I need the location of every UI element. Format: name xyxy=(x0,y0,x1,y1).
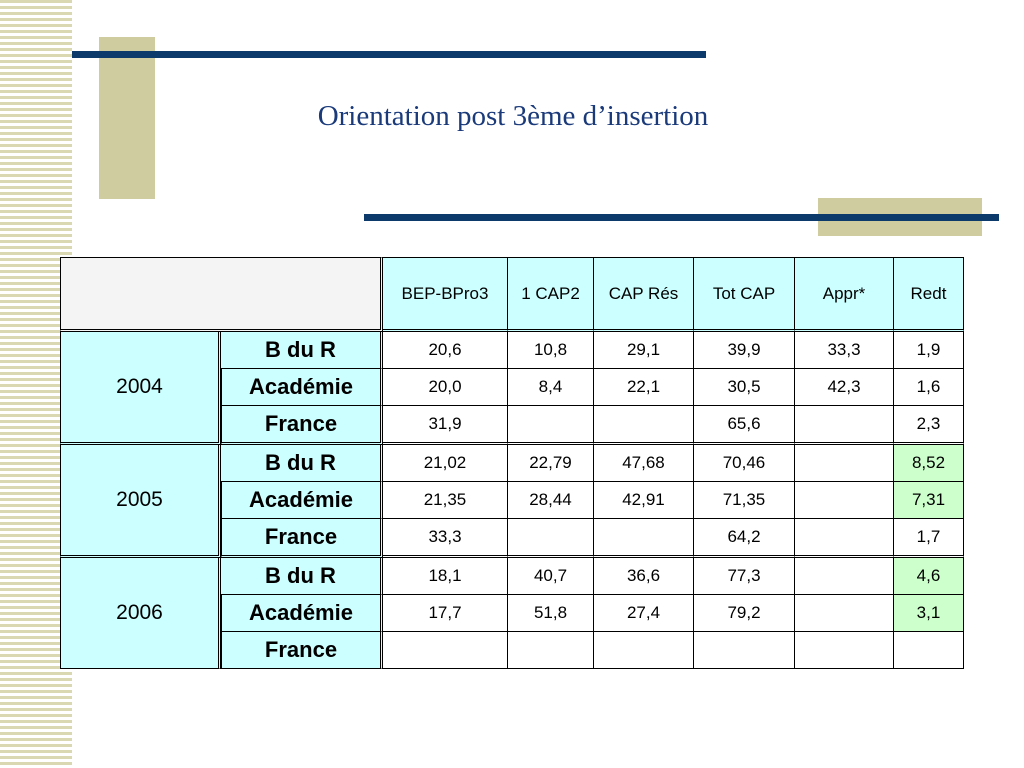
table-cell: 42,91 xyxy=(594,482,694,519)
table-row: 2006 B du R 18,1 40,7 36,6 77,3 4,6 xyxy=(60,558,964,669)
table-cell: 31,9 xyxy=(383,406,508,445)
table-cell: 22,79 xyxy=(508,445,594,482)
table-row: 2005 B du R 21,02 22,79 47,68 70,46 8,52 xyxy=(60,445,964,558)
table-row: 2004 B du R 20,6 10,8 29,1 39,9 33,3 1,9 xyxy=(60,332,964,445)
table-cell xyxy=(594,632,694,669)
table-row: Académie 20,0 8,4 22,1 30,5 42,3 1,6 xyxy=(60,369,964,406)
decorative-block-top xyxy=(99,37,155,199)
table-cell: 33,3 xyxy=(383,519,508,558)
year-cell: 2005 xyxy=(60,445,221,558)
table-cell: 1,9 xyxy=(894,332,964,369)
table-cell: 71,35 xyxy=(694,482,795,519)
row-label: Académie xyxy=(221,482,383,519)
table-cell: 42,3 xyxy=(795,369,894,406)
table-cell: 28,44 xyxy=(508,482,594,519)
table-cell: 51,8 xyxy=(508,595,594,632)
table-cell: 30,5 xyxy=(694,369,795,406)
table-cell: 2,3 xyxy=(894,406,964,445)
table-cell: 1,6 xyxy=(894,369,964,406)
table-cell: 77,3 xyxy=(694,558,795,595)
row-label: France xyxy=(221,519,383,558)
table-cell: 64,2 xyxy=(694,519,795,558)
table-cell: 70,46 xyxy=(694,445,795,482)
table-cell: 20,0 xyxy=(383,369,508,406)
col-header-redt: Redt xyxy=(894,257,964,332)
row-label: France xyxy=(221,406,383,445)
table-row: Académie 21,35 28,44 42,91 71,35 7,31 xyxy=(60,482,964,519)
col-header-appr: Appr* xyxy=(795,257,894,332)
year-cell: 2006 xyxy=(60,558,221,669)
table-cell xyxy=(383,632,508,669)
table-cell xyxy=(508,632,594,669)
row-label: France xyxy=(221,632,383,669)
table-cell: 20,6 xyxy=(383,332,508,369)
col-header-bep: BEP-BPro3 xyxy=(383,257,508,332)
table-cell xyxy=(795,558,894,595)
row-label: Académie xyxy=(221,369,383,406)
table-cell: 65,6 xyxy=(694,406,795,445)
col-header-cap-res: CAP Rés xyxy=(594,257,694,332)
table-cell: 8,4 xyxy=(508,369,594,406)
row-label: B du R xyxy=(221,445,383,482)
table-cell: 79,2 xyxy=(694,595,795,632)
row-label: Académie xyxy=(221,595,383,632)
table-cell: 29,1 xyxy=(594,332,694,369)
decorative-line-top xyxy=(72,51,706,58)
table-cell-highlight: 3,1 xyxy=(894,595,964,632)
table-cell: 47,68 xyxy=(594,445,694,482)
table-cell xyxy=(795,519,894,558)
table-cell xyxy=(894,632,964,669)
table-cell xyxy=(795,595,894,632)
table-cell xyxy=(594,406,694,445)
col-header-cap2: 1 CAP2 xyxy=(508,257,594,332)
table-cell: 1,7 xyxy=(894,519,964,558)
table-cell: 22,1 xyxy=(594,369,694,406)
row-label: B du R xyxy=(221,558,383,595)
table-cell xyxy=(694,632,795,669)
table-row: France 31,9 65,6 2,3 xyxy=(60,406,964,445)
table-row: France 33,3 64,2 1,7 xyxy=(60,519,964,558)
table-cell: 21,02 xyxy=(383,445,508,482)
table-cell-highlight: 7,31 xyxy=(894,482,964,519)
slide-title: Orientation post 3ème d’insertion xyxy=(317,100,709,132)
corner-cell xyxy=(60,257,383,332)
table-row: France xyxy=(60,632,964,669)
table-cell xyxy=(795,406,894,445)
decorative-line-bottom xyxy=(364,214,999,221)
table-cell: 33,3 xyxy=(795,332,894,369)
table-cell xyxy=(508,406,594,445)
table-cell xyxy=(795,632,894,669)
table-cell: 40,7 xyxy=(508,558,594,595)
table-cell xyxy=(508,519,594,558)
table-cell: 10,8 xyxy=(508,332,594,369)
col-header-tot-cap: Tot CAP xyxy=(694,257,795,332)
table-cell xyxy=(795,482,894,519)
orientation-table: BEP-BPro3 1 CAP2 CAP Rés Tot CAP Appr* R… xyxy=(60,257,964,669)
table-cell: 18,1 xyxy=(383,558,508,595)
table-cell: 17,7 xyxy=(383,595,508,632)
table-cell xyxy=(594,519,694,558)
table-row: Académie 17,7 51,8 27,4 79,2 3,1 xyxy=(60,595,964,632)
row-label: B du R xyxy=(221,332,383,369)
table-cell xyxy=(795,445,894,482)
table-cell-highlight: 8,52 xyxy=(894,445,964,482)
table-cell: 39,9 xyxy=(694,332,795,369)
table-cell: 36,6 xyxy=(594,558,694,595)
header-row: BEP-BPro3 1 CAP2 CAP Rés Tot CAP Appr* R… xyxy=(60,257,964,332)
table-cell-highlight: 4,6 xyxy=(894,558,964,595)
year-cell: 2004 xyxy=(60,332,221,445)
table-cell: 21,35 xyxy=(383,482,508,519)
table-cell: 27,4 xyxy=(594,595,694,632)
